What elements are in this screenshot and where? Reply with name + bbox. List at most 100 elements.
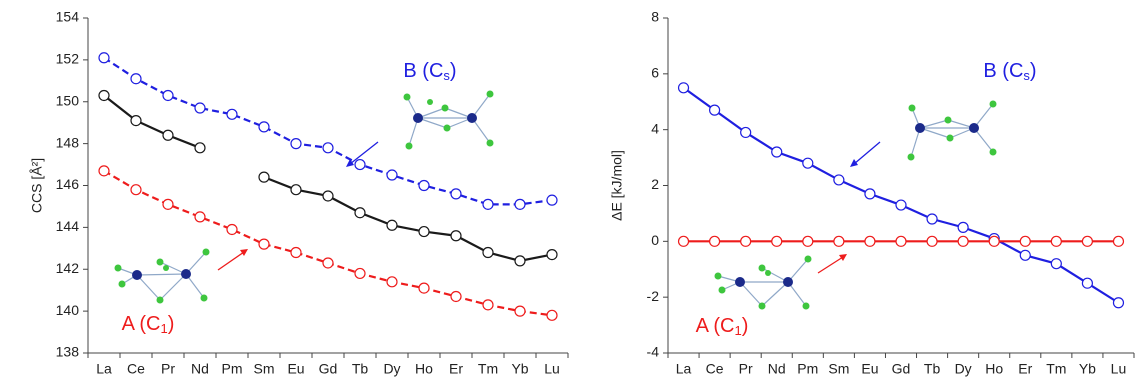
x-tick-label: Tm [1046,361,1066,377]
x-tick-label: Pm [222,361,243,377]
x-tick-label: Yb [1079,361,1096,377]
y-tick-label: -2 [647,288,660,304]
x-tick-label: Yb [511,361,528,377]
y-tick-label: 0 [651,232,659,248]
x-tick-label: Lu [1111,361,1127,377]
marker [387,170,397,180]
y-tick-label: 144 [56,218,80,234]
marker [291,185,301,195]
marker [259,122,269,132]
marker [227,109,237,119]
molecule-a-right [715,256,812,310]
marker [163,130,173,140]
x-tick-label: Er [1018,361,1032,377]
marker [989,236,999,246]
marker [927,236,937,246]
x-tick-label: Ho [415,361,433,377]
marker [291,139,301,149]
annotation-after: ) [450,60,457,82]
marker [741,127,751,137]
marker [387,220,397,230]
marker [355,268,365,278]
x-tick-label: Ce [127,361,145,377]
annotation-sub: 1 [735,323,742,338]
marker [1051,259,1061,269]
marker [131,185,141,195]
y-tick-label: 148 [56,134,80,150]
marker [195,212,205,222]
marker [195,143,205,153]
marker [355,160,365,170]
marker [259,239,269,249]
marker [834,175,844,185]
y-tick-label: 138 [56,344,80,360]
x-tick-label: Pr [161,361,175,377]
marker [323,258,333,268]
marker [419,283,429,293]
x-tick-label: Gd [319,361,338,377]
marker [1082,278,1092,288]
marker [896,236,906,246]
x-tick-label: Pm [797,361,818,377]
x-tick-label: Tm [478,361,498,377]
y-tick-label: -4 [647,344,660,360]
y-tick-label: 140 [56,302,80,318]
x-tick-label: Ce [706,361,724,377]
marker [515,199,525,209]
marker [958,236,968,246]
x-tick-label: Er [449,361,463,377]
x-tick-label: Lu [544,361,560,377]
marker [323,191,333,201]
annotation-sub: 1 [161,321,168,336]
marker [483,199,493,209]
marker [451,231,461,241]
marker [163,199,173,209]
y-tick-label: 142 [56,260,80,276]
x-tick-label: Nd [768,361,786,377]
marker [547,310,557,320]
marker [99,166,109,176]
series-line [684,88,1119,303]
x-tick-label: Pr [739,361,753,377]
x-tick-label: Sm [254,361,275,377]
y-tick-label: 8 [651,9,659,25]
molecule-b-left [404,91,494,150]
marker [834,236,844,246]
x-tick-label: Eu [287,361,304,377]
marker [547,250,557,260]
marker [679,83,689,93]
marker [1082,236,1092,246]
marker [515,306,525,316]
marker [1020,236,1030,246]
marker [99,90,109,100]
marker [131,74,141,84]
marker [451,189,461,199]
x-tick-label: Dy [955,361,972,377]
marker [865,189,875,199]
annotation: A (C1) [696,315,749,338]
marker [1113,298,1123,308]
marker [803,158,813,168]
y-tick-label: 6 [651,65,659,81]
marker [515,256,525,266]
marker [547,195,557,205]
y-tick-label: 154 [56,9,80,25]
marker [772,236,782,246]
y-axis-label: CCS [Å²] [29,158,45,213]
marker [927,214,937,224]
x-tick-label: Tb [352,361,369,377]
marker [710,236,720,246]
x-tick-label: Eu [861,361,878,377]
annotation-text: B (C [983,60,1023,82]
marker [227,224,237,234]
marker [865,236,875,246]
annotation-text: B (C [403,60,443,82]
y-tick-label: 150 [56,92,80,108]
x-tick-label: Sm [828,361,849,377]
annotation-text: A (C [122,313,161,335]
marker [1020,250,1030,260]
marker [679,236,689,246]
annotation: B (Cs) [983,60,1036,83]
marker [163,90,173,100]
marker [483,300,493,310]
